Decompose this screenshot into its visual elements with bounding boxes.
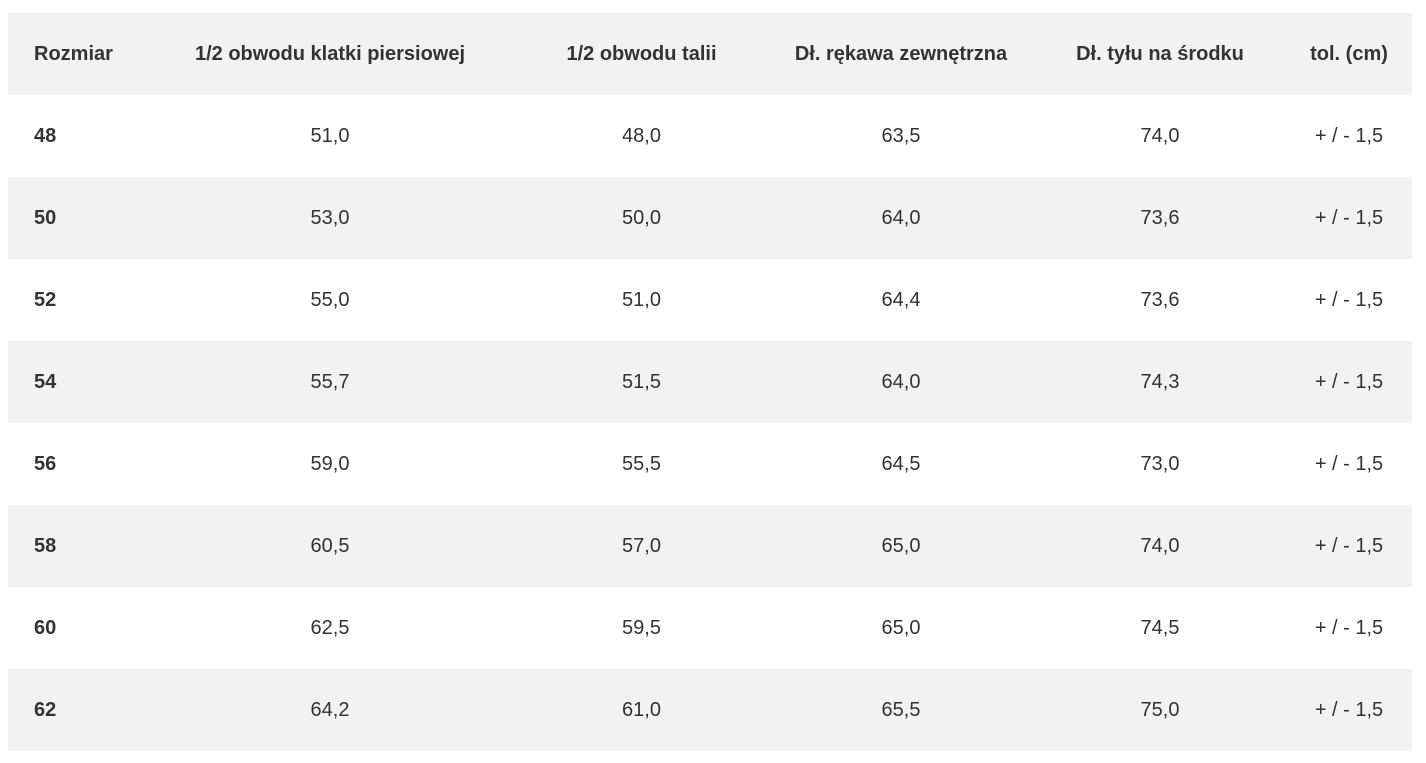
back-length-cell: 73,6 bbox=[1034, 177, 1286, 259]
half-waist-cell: 57,0 bbox=[515, 505, 768, 587]
table-row: 48 51,0 48,0 63,5 74,0 + / - 1,5 bbox=[8, 95, 1412, 177]
tolerance-cell: + / - 1,5 bbox=[1286, 341, 1412, 423]
size-chart: Rozmiar 1/2 obwodu klatki piersiowej 1/2… bbox=[8, 13, 1412, 751]
table-row: 56 59,0 55,5 64,5 73,0 + / - 1,5 bbox=[8, 423, 1412, 505]
table-row: 62 64,2 61,0 65,5 75,0 + / - 1,5 bbox=[8, 669, 1412, 751]
half-waist-cell: 51,0 bbox=[515, 259, 768, 341]
tolerance-cell: + / - 1,5 bbox=[1286, 423, 1412, 505]
header-size: Rozmiar bbox=[8, 13, 145, 95]
size-cell: 58 bbox=[8, 505, 145, 587]
half-chest-cell: 53,0 bbox=[145, 177, 515, 259]
header-back-length: Dł. tyłu na środku bbox=[1034, 13, 1286, 95]
size-cell: 50 bbox=[8, 177, 145, 259]
back-length-cell: 74,3 bbox=[1034, 341, 1286, 423]
back-length-cell: 74,5 bbox=[1034, 587, 1286, 669]
header-sleeve-length: Dł. rękawa zewnętrzna bbox=[768, 13, 1034, 95]
half-waist-cell: 55,5 bbox=[515, 423, 768, 505]
half-waist-cell: 50,0 bbox=[515, 177, 768, 259]
sleeve-length-cell: 64,5 bbox=[768, 423, 1034, 505]
size-cell: 56 bbox=[8, 423, 145, 505]
tolerance-cell: + / - 1,5 bbox=[1286, 669, 1412, 751]
header-row: Rozmiar 1/2 obwodu klatki piersiowej 1/2… bbox=[8, 13, 1412, 95]
sleeve-length-cell: 64,0 bbox=[768, 177, 1034, 259]
sleeve-length-cell: 65,0 bbox=[768, 587, 1034, 669]
half-chest-cell: 55,0 bbox=[145, 259, 515, 341]
size-cell: 52 bbox=[8, 259, 145, 341]
size-cell: 62 bbox=[8, 669, 145, 751]
back-length-cell: 75,0 bbox=[1034, 669, 1286, 751]
sleeve-length-cell: 64,4 bbox=[768, 259, 1034, 341]
sleeve-length-cell: 65,0 bbox=[768, 505, 1034, 587]
tolerance-cell: + / - 1,5 bbox=[1286, 505, 1412, 587]
half-chest-cell: 55,7 bbox=[145, 341, 515, 423]
tolerance-cell: + / - 1,5 bbox=[1286, 95, 1412, 177]
half-chest-cell: 59,0 bbox=[145, 423, 515, 505]
table-row: 60 62,5 59,5 65,0 74,5 + / - 1,5 bbox=[8, 587, 1412, 669]
back-length-cell: 74,0 bbox=[1034, 95, 1286, 177]
size-cell: 48 bbox=[8, 95, 145, 177]
sleeve-length-cell: 63,5 bbox=[768, 95, 1034, 177]
table-row: 54 55,7 51,5 64,0 74,3 + / - 1,5 bbox=[8, 341, 1412, 423]
header-half-waist: 1/2 obwodu talii bbox=[515, 13, 768, 95]
half-waist-cell: 48,0 bbox=[515, 95, 768, 177]
half-chest-cell: 64,2 bbox=[145, 669, 515, 751]
half-waist-cell: 61,0 bbox=[515, 669, 768, 751]
sleeve-length-cell: 65,5 bbox=[768, 669, 1034, 751]
half-waist-cell: 51,5 bbox=[515, 341, 768, 423]
size-table: Rozmiar 1/2 obwodu klatki piersiowej 1/2… bbox=[8, 13, 1412, 751]
size-cell: 60 bbox=[8, 587, 145, 669]
back-length-cell: 74,0 bbox=[1034, 505, 1286, 587]
table-row: 58 60,5 57,0 65,0 74,0 + / - 1,5 bbox=[8, 505, 1412, 587]
tolerance-cell: + / - 1,5 bbox=[1286, 177, 1412, 259]
header-tolerance: tol. (cm) bbox=[1286, 13, 1412, 95]
half-waist-cell: 59,5 bbox=[515, 587, 768, 669]
back-length-cell: 73,6 bbox=[1034, 259, 1286, 341]
tolerance-cell: + / - 1,5 bbox=[1286, 587, 1412, 669]
half-chest-cell: 60,5 bbox=[145, 505, 515, 587]
half-chest-cell: 51,0 bbox=[145, 95, 515, 177]
half-chest-cell: 62,5 bbox=[145, 587, 515, 669]
tolerance-cell: + / - 1,5 bbox=[1286, 259, 1412, 341]
header-half-chest: 1/2 obwodu klatki piersiowej bbox=[145, 13, 515, 95]
back-length-cell: 73,0 bbox=[1034, 423, 1286, 505]
table-row: 50 53,0 50,0 64,0 73,6 + / - 1,5 bbox=[8, 177, 1412, 259]
sleeve-length-cell: 64,0 bbox=[768, 341, 1034, 423]
size-cell: 54 bbox=[8, 341, 145, 423]
table-row: 52 55,0 51,0 64,4 73,6 + / - 1,5 bbox=[8, 259, 1412, 341]
